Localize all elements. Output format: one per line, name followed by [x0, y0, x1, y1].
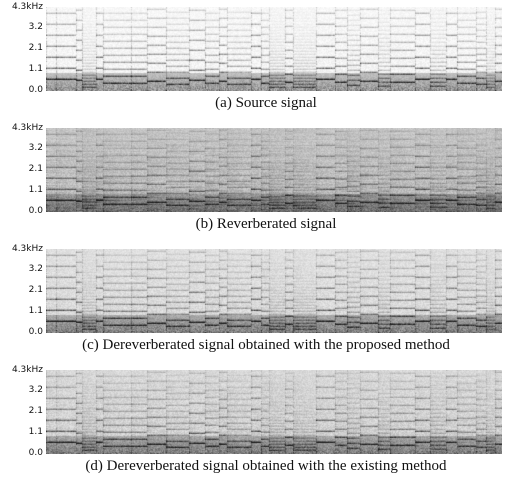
caption-a: (a) Source signal: [215, 95, 317, 111]
caption-c: (c) Dereverberated signal obtained with …: [82, 337, 450, 353]
y-tick-4-3khz: 4.3kHz: [11, 2, 43, 12]
spectrogram-existing: [46, 370, 502, 454]
caption-d: (d) Dereverberated signal obtained with …: [85, 458, 447, 474]
y-tick-2-1: 2.1: [28, 164, 43, 174]
y-tick-4-3khz: 4.3kHz: [11, 365, 43, 375]
y-tick-0-0: 0.0: [28, 85, 43, 95]
panel-c: 4.3kHz 3.2 2.1 1.1 0.0 (c) Dereverberate…: [0, 242, 532, 363]
y-tick-3-2: 3.2: [28, 385, 43, 395]
y-tick-1-1: 1.1: [28, 185, 43, 195]
panel-a: 4.3kHz 3.2 2.1 1.1 0.0 (a) Source signal: [0, 0, 532, 121]
y-tick-0-0: 0.0: [28, 448, 43, 458]
y-tick-1-1: 1.1: [28, 427, 43, 437]
y-tick-3-2: 3.2: [28, 264, 43, 274]
y-tick-0-0: 0.0: [28, 327, 43, 337]
panel-b: 4.3kHz 3.2 2.1 1.1 0.0 (b) Reverberated …: [0, 121, 532, 242]
caption-b: (b) Reverberated signal: [195, 216, 337, 232]
y-tick-4-3khz: 4.3kHz: [11, 123, 43, 133]
y-tick-2-1: 2.1: [28, 406, 43, 416]
spectrogram-proposed: [46, 249, 502, 333]
spectrogram-reverberated: [46, 128, 502, 212]
y-axis-labels: 4.3kHz 3.2 2.1 1.1 0.0: [0, 242, 46, 342]
panel-d: 4.3kHz 3.2 2.1 1.1 0.0 (d) Dereverberate…: [0, 363, 532, 484]
y-axis-labels: 4.3kHz 3.2 2.1 1.1 0.0: [0, 363, 46, 463]
y-tick-0-0: 0.0: [28, 206, 43, 216]
y-tick-1-1: 1.1: [28, 306, 43, 316]
y-tick-1-1: 1.1: [28, 64, 43, 74]
y-axis-labels: 4.3kHz 3.2 2.1 1.1 0.0: [0, 0, 46, 100]
y-tick-3-2: 3.2: [28, 22, 43, 32]
y-tick-3-2: 3.2: [28, 143, 43, 153]
y-axis-labels: 4.3kHz 3.2 2.1 1.1 0.0: [0, 121, 46, 221]
y-tick-2-1: 2.1: [28, 285, 43, 295]
y-tick-2-1: 2.1: [28, 43, 43, 53]
spectrogram-source: [46, 7, 502, 91]
y-tick-4-3khz: 4.3kHz: [11, 244, 43, 254]
